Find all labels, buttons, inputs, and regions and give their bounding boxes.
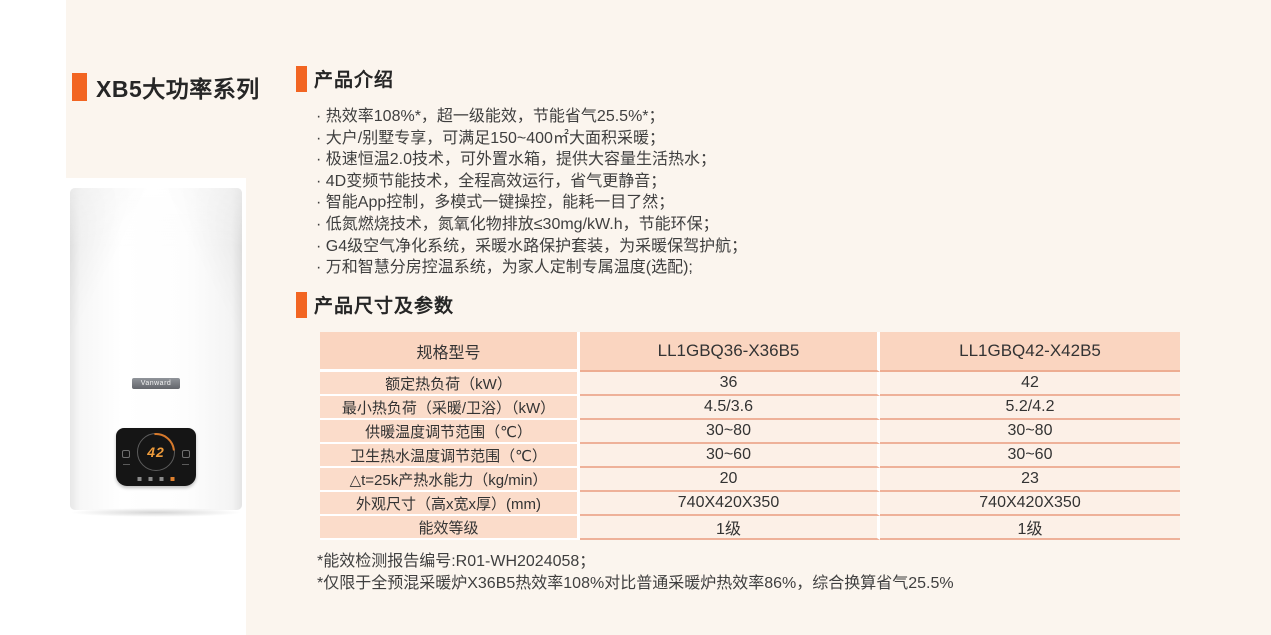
product-photo: Vanward 42 bbox=[66, 178, 246, 635]
series-title-block: XB5大功率系列 bbox=[72, 70, 260, 104]
panel-right-icon bbox=[182, 450, 190, 458]
panel-left-dash-icon bbox=[123, 464, 130, 465]
spec-value: 740X420X350 bbox=[880, 492, 1180, 516]
spec-header-label: 规格型号 bbox=[320, 332, 580, 372]
bullet-item: · 智能App控制，多模式一键操控，能耗一目了然； bbox=[316, 194, 675, 212]
series-title: XB5大功率系列 bbox=[96, 76, 260, 102]
panel-right-dash-icon bbox=[182, 464, 189, 465]
panel-button-icon bbox=[148, 477, 153, 481]
bullet-item: · G4级空气净化系统，采暖水路保护套装，为采暖保驾护航； bbox=[316, 237, 748, 255]
specs-heading-text: 产品尺寸及参数 bbox=[314, 296, 455, 317]
intro-section-heading: 产品介绍 bbox=[296, 65, 394, 92]
spec-row-label: 卫生热水温度调节范围（℃） bbox=[320, 444, 580, 468]
spec-value: 30~80 bbox=[580, 420, 880, 444]
intro-bullet-list: · 热效率108%*，超一级能效，节能省气25.5%*； · 大户/别墅专享，可… bbox=[316, 106, 956, 279]
left-margin-strip bbox=[0, 0, 66, 635]
spec-row-label: 最小热负荷（采暖/卫浴）（kW） bbox=[320, 396, 580, 420]
bullet-item: · 低氮燃烧技术，氮氧化物排放≤30mg/kW.h，节能环保； bbox=[316, 215, 719, 233]
panel-button-icon bbox=[137, 477, 142, 481]
footnote-line: *仅限于全预混采暖炉X36B5热效率108%对比普通采暖炉热效率86%，综合换算… bbox=[317, 574, 954, 592]
spec-row-label: 能效等级 bbox=[320, 516, 580, 540]
spec-value: 5.2/4.2 bbox=[880, 396, 1180, 420]
spec-row-label: 外观尺寸（高x宽x厚）(mm) bbox=[320, 492, 580, 516]
footnote-line: *能效检测报告编号:R01-WH2024058； bbox=[317, 553, 596, 570]
spec-row-label: 额定热负荷（kW） bbox=[320, 372, 580, 396]
heading-accent-bar bbox=[296, 291, 307, 318]
heading-accent-bar bbox=[296, 65, 307, 92]
panel-buttons-row bbox=[137, 477, 175, 481]
bullet-item: · 4D变频节能技术，全程高效运行，省气更静音； bbox=[316, 172, 667, 190]
spec-value: 20 bbox=[580, 468, 880, 492]
footnotes: *能效检测报告编号:R01-WH2024058； *仅限于全预混采暖炉X36B5… bbox=[317, 551, 954, 594]
spec-header-model-1: LL1GBQ36-X36B5 bbox=[580, 332, 880, 372]
control-panel: 42 bbox=[116, 428, 196, 486]
brand-logo: Vanward bbox=[132, 378, 180, 389]
title-accent-bar bbox=[72, 73, 87, 101]
spec-value: 23 bbox=[880, 468, 1180, 492]
spec-value: 30~80 bbox=[880, 420, 1180, 444]
panel-left-icon bbox=[122, 450, 130, 458]
spec-value: 30~60 bbox=[580, 444, 880, 468]
spec-value: 30~60 bbox=[880, 444, 1180, 468]
intro-heading-text: 产品介绍 bbox=[314, 70, 395, 91]
spec-row-label: △t=25k产热水能力（kg/min） bbox=[320, 468, 580, 492]
bullet-item: · 热效率108%*，超一级能效，节能省气25.5%*； bbox=[316, 108, 665, 125]
spec-header-model-2: LL1GBQ42-X42B5 bbox=[880, 332, 1180, 372]
boiler-image: Vanward 42 bbox=[70, 188, 242, 510]
bullet-item: · 大户/别墅专享，可满足150~400㎡大面积采暖； bbox=[316, 129, 665, 147]
spec-value: 4.5/3.6 bbox=[580, 396, 880, 420]
bullet-item: · 极速恒温2.0技术，可外置水箱，提供大容量生活热水； bbox=[316, 151, 717, 169]
spec-value: 36 bbox=[580, 372, 880, 396]
specs-section-heading: 产品尺寸及参数 bbox=[296, 291, 454, 318]
brand-logo-label: Vanward bbox=[140, 380, 172, 387]
temperature-dial: 42 bbox=[137, 433, 175, 471]
spec-value: 740X420X350 bbox=[580, 492, 880, 516]
spec-table: 规格型号 LL1GBQ36-X36B5 LL1GBQ42-X42B5 额定热负荷… bbox=[320, 332, 1180, 540]
spec-value: 42 bbox=[880, 372, 1180, 396]
spec-row-label: 供暖温度调节范围（℃） bbox=[320, 420, 580, 444]
temperature-display: 42 bbox=[147, 444, 165, 460]
panel-button-icon bbox=[159, 477, 164, 481]
spec-value: 1级 bbox=[580, 516, 880, 540]
spec-value: 1级 bbox=[880, 516, 1180, 540]
panel-active-indicator-icon bbox=[170, 477, 175, 481]
boiler-shadow bbox=[70, 508, 242, 517]
bullet-item: · 万和智慧分房控温系统，为家人定制专属温度(选配); bbox=[316, 259, 693, 277]
